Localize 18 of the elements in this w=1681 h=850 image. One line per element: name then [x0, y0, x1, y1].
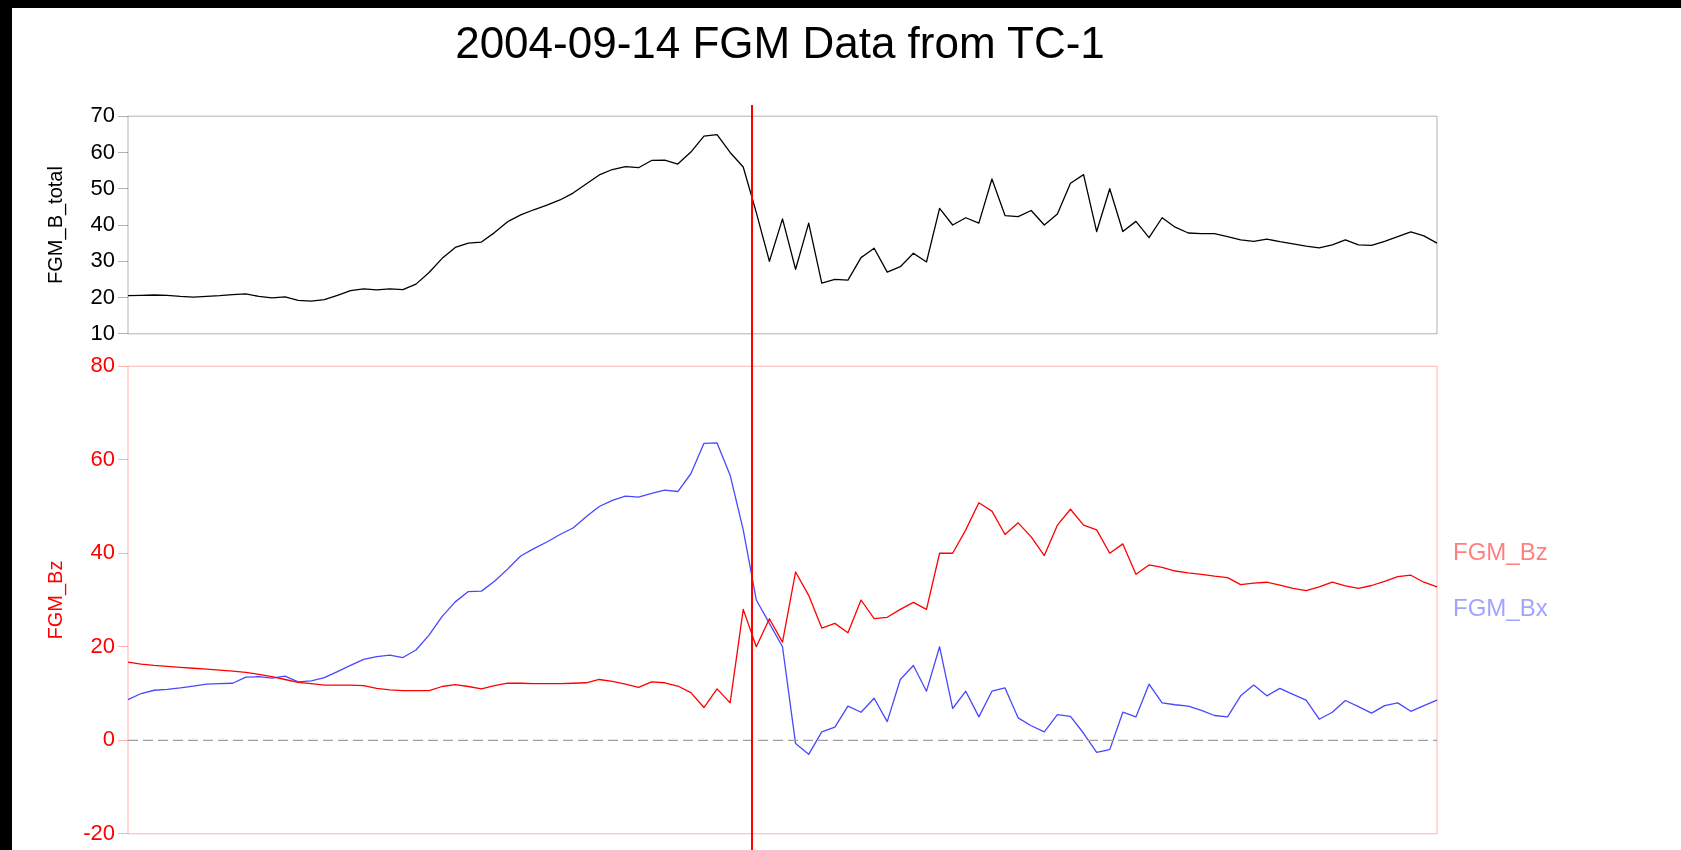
- y-tick-label: 10: [90, 319, 115, 345]
- y-tick-label: 80: [90, 352, 115, 378]
- y-tick-label: 40: [90, 539, 115, 565]
- text: FGM_Bx: [1453, 593, 1548, 621]
- y-tick-label: 20: [90, 283, 115, 309]
- chart-title: 2004-09-14 FGM Data from TC-1: [454, 18, 1106, 68]
- y-tick-label: 20: [90, 632, 115, 658]
- series-label: FGM_Bz: [1453, 537, 1548, 565]
- y-tick-label: 70: [90, 102, 115, 128]
- y-tick-label: 50: [90, 174, 115, 200]
- y-tick-label: 30: [90, 247, 115, 273]
- y-tick-label: 60: [90, 138, 115, 164]
- y-tick-label: 0: [102, 726, 115, 752]
- y-tick-label: 60: [90, 445, 115, 471]
- y-tick-label: 40: [90, 211, 115, 237]
- y-axis-title: FGM_B_total: [43, 166, 67, 284]
- y-axis-title: FGM_Bz: [43, 560, 67, 640]
- y-tick-label: -20: [83, 819, 115, 845]
